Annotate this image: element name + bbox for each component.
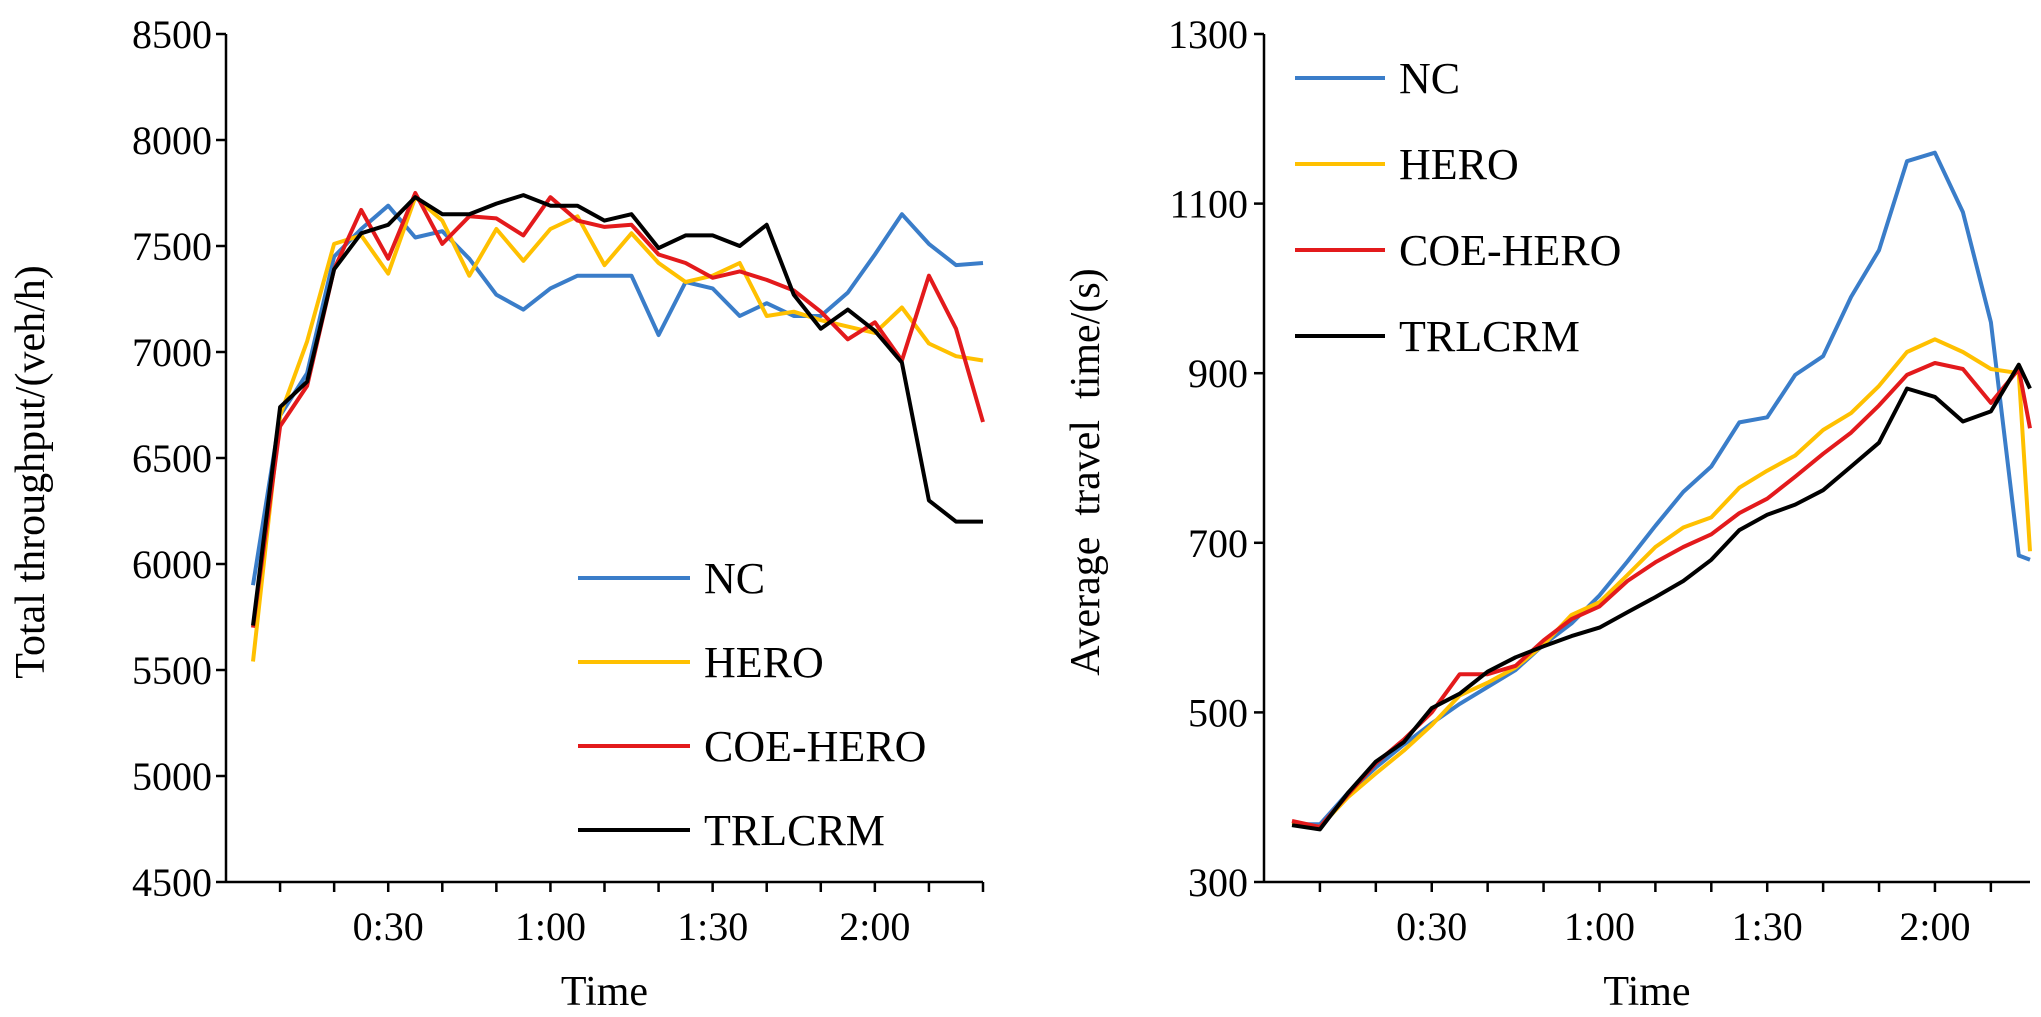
travel_time-y-tick-label: 300 [1188,860,1248,905]
throughput-legend-label-trlcrm: TRLCRM [704,806,885,855]
throughput-y-tick-label: 4500 [132,860,212,905]
travel_time-series-nc [1292,150,2031,827]
travel_time-y-tick-label: 500 [1188,690,1248,735]
travel_time-legend-label-trlcrm: TRLCRM [1399,312,1580,361]
travel_time-x-axis-title: Time [1603,969,1690,1015]
throughput-y-tick-label: 5000 [132,754,212,799]
throughput-y-tick-label: 5500 [132,648,212,693]
travel_time-y-tick-label: 1300 [1168,12,1248,57]
travel_time-y-tick-label: 900 [1188,351,1248,396]
travel_time-legend-label-nc: NC [1399,54,1460,103]
travel_time-x-tick-label: 1:00 [1564,904,1635,949]
throughput-y-tick-label: 7000 [132,330,212,375]
travel_time-y-tick-label: 1100 [1169,182,1248,227]
travel_time-legend-label-hero: HERO [1399,140,1519,189]
throughput-series-trlcrm [251,193,983,626]
travel_time-x-tick-label: 2:00 [1899,904,1970,949]
throughput-legend-label-hero: HERO [704,638,824,687]
travel_time-x-tick-label: 0:30 [1396,904,1467,949]
travel_time-legend-label-coe-hero: COE-HERO [1399,226,1621,275]
travel_time-y-tick-label: 700 [1188,521,1248,566]
throughput-legend-label-coe-hero: COE-HERO [704,722,926,771]
throughput-series-hero [251,195,984,662]
throughput-y-tick-label: 8000 [132,118,212,163]
throughput-y-tick-label: 7500 [132,224,212,269]
throughput-y-tick-label: 6000 [132,542,212,587]
throughput-x-axis-title: Time [561,969,648,1015]
throughput-series-coe-hero [251,191,985,628]
throughput-x-tick-label: 2:00 [839,904,910,949]
throughput-x-tick-label: 0:30 [353,904,424,949]
throughput-legend-label-nc: NC [704,554,765,603]
throughput-x-tick-label: 1:00 [515,904,586,949]
travel_time-y-axis-title: Average travel time/(s) [1063,268,1109,675]
travel_time-series-hero [1291,337,2032,829]
throughput-y-tick-label: 8500 [132,12,212,57]
throughput-y-tick-label: 6500 [132,436,212,481]
throughput-x-tick-label: 1:30 [677,904,748,949]
travel_time-x-tick-label: 1:30 [1732,904,1803,949]
travel_time-series-trlcrm [1291,362,2032,832]
throughput-y-axis-title: Total throughput/(veh/h) [8,265,54,678]
throughput-series-nc [251,203,984,586]
